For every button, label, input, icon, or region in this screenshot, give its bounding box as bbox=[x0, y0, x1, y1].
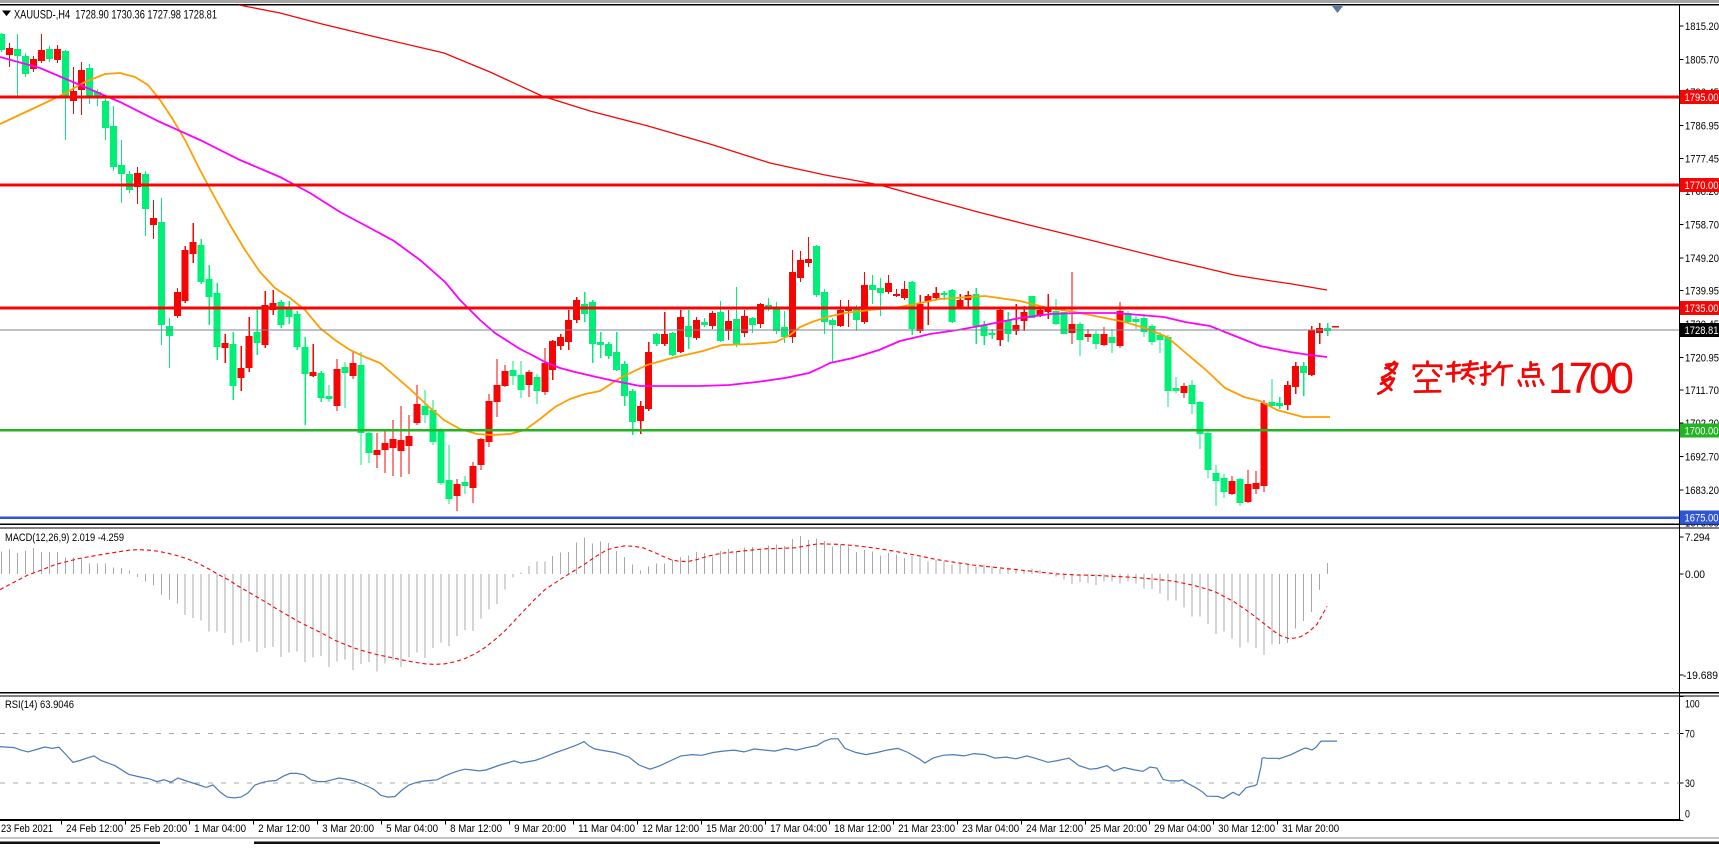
svg-text:1749.20: 1749.20 bbox=[1685, 253, 1719, 265]
svg-text:1777.45: 1777.45 bbox=[1685, 154, 1719, 166]
svg-text:1692.70: 1692.70 bbox=[1685, 452, 1719, 464]
svg-text:1700.00: 1700.00 bbox=[1685, 425, 1719, 437]
svg-text:23 Mar 04:00: 23 Mar 04:00 bbox=[962, 823, 1019, 835]
svg-text:1758.70: 1758.70 bbox=[1685, 220, 1719, 232]
svg-text:21 Mar 23:00: 21 Mar 23:00 bbox=[898, 823, 955, 835]
svg-text:1770.00: 1770.00 bbox=[1685, 180, 1719, 192]
svg-text:1728.81: 1728.81 bbox=[1685, 325, 1719, 337]
svg-text:1735.00: 1735.00 bbox=[1685, 303, 1719, 315]
svg-text:2 Mar 12:00: 2 Mar 12:00 bbox=[258, 823, 310, 835]
svg-text:18 Mar 12:00: 18 Mar 12:00 bbox=[834, 823, 891, 835]
svg-text:30 Mar 12:00: 30 Mar 12:00 bbox=[1218, 823, 1275, 835]
svg-text:XAUUSD-,H4 1728.90 1730.36 17: XAUUSD-,H4 1728.90 1730.36 1727.98 1728.… bbox=[14, 8, 217, 22]
svg-text:23 Feb 2021: 23 Feb 2021 bbox=[1, 823, 53, 835]
svg-text:1795.00: 1795.00 bbox=[1685, 92, 1719, 104]
svg-text:0: 0 bbox=[1685, 809, 1690, 821]
svg-text:15 Mar 20:00: 15 Mar 20:00 bbox=[706, 823, 763, 835]
svg-text:3 Mar 20:00: 3 Mar 20:00 bbox=[322, 823, 374, 835]
svg-text:1786.95: 1786.95 bbox=[1685, 120, 1719, 132]
svg-text:RSI(14) 63.9046: RSI(14) 63.9046 bbox=[5, 699, 74, 711]
svg-text:MACD(12,26,9) 2.019 -4.259: MACD(12,26,9) 2.019 -4.259 bbox=[5, 532, 124, 544]
svg-text:1 Mar 04:00: 1 Mar 04:00 bbox=[194, 823, 246, 835]
svg-text:1720.95: 1720.95 bbox=[1685, 352, 1719, 364]
svg-text:1675.00: 1675.00 bbox=[1685, 513, 1719, 525]
svg-text:1815.20: 1815.20 bbox=[1685, 21, 1719, 33]
svg-text:100: 100 bbox=[1685, 699, 1700, 711]
svg-text:5 Mar 04:00: 5 Mar 04:00 bbox=[386, 823, 438, 835]
svg-text:17 Mar 04:00: 17 Mar 04:00 bbox=[770, 823, 827, 835]
svg-text:1700: 1700 bbox=[1548, 354, 1634, 403]
svg-text:-19.689: -19.689 bbox=[1683, 670, 1718, 682]
svg-text:24 Mar 12:00: 24 Mar 12:00 bbox=[1026, 823, 1083, 835]
svg-text:1805.70: 1805.70 bbox=[1685, 54, 1719, 66]
svg-text:1683.20: 1683.20 bbox=[1685, 485, 1719, 497]
svg-text:9 Mar 20:00: 9 Mar 20:00 bbox=[514, 823, 566, 835]
svg-text:11 Mar 04:00: 11 Mar 04:00 bbox=[578, 823, 635, 835]
svg-text:25 Mar 20:00: 25 Mar 20:00 bbox=[1090, 823, 1147, 835]
svg-text:7.294: 7.294 bbox=[1685, 532, 1710, 544]
svg-text:1711.70: 1711.70 bbox=[1685, 385, 1719, 397]
svg-text:0.00: 0.00 bbox=[1685, 569, 1705, 581]
svg-text:1739.95: 1739.95 bbox=[1685, 286, 1719, 298]
svg-text:29 Mar 04:00: 29 Mar 04:00 bbox=[1154, 823, 1211, 835]
svg-text:70: 70 bbox=[1685, 729, 1695, 741]
svg-text:25 Feb 20:00: 25 Feb 20:00 bbox=[130, 823, 187, 835]
svg-text:24 Feb 12:00: 24 Feb 12:00 bbox=[66, 823, 123, 835]
svg-text:31 Mar 20:00: 31 Mar 20:00 bbox=[1282, 823, 1339, 835]
svg-text:8 Mar 12:00: 8 Mar 12:00 bbox=[450, 823, 502, 835]
svg-text:12 Mar 12:00: 12 Mar 12:00 bbox=[642, 823, 699, 835]
svg-text:30: 30 bbox=[1685, 778, 1695, 790]
